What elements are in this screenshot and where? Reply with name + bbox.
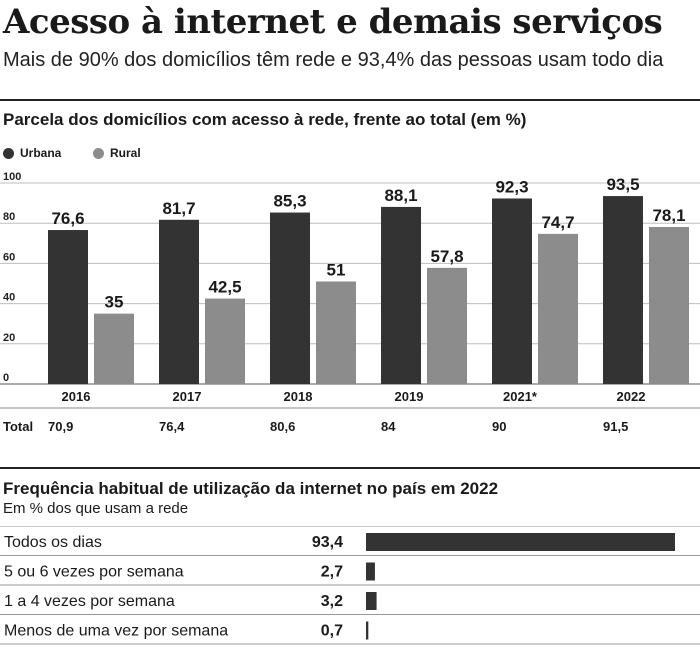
hbar (366, 621, 369, 640)
bar-urbana (492, 198, 532, 384)
chart-title-frequencia: Frequência habitual de utilização da int… (3, 479, 499, 498)
chart-title: Parcela dos domicílios com acesso à rede… (3, 110, 527, 129)
total-value: 90 (492, 419, 506, 434)
data-label-urbana: 76,6 (51, 209, 84, 228)
data-label-rural: 78,1 (652, 206, 685, 225)
row-value: 0,7 (321, 623, 343, 640)
page-subtitle: Mais de 90% dos domicílios têm rede e 93… (3, 49, 664, 71)
row-label: 5 ou 6 vezes por semana (4, 564, 184, 581)
bar-rural (94, 313, 134, 384)
legend-label-rural: Rural (110, 146, 141, 160)
hbar (366, 562, 375, 581)
data-label-rural: 57,8 (430, 247, 463, 266)
bar-urbana (270, 212, 310, 384)
bar-rural (427, 267, 467, 384)
legend-label-urbana: Urbana (20, 146, 62, 160)
bar-urbana (603, 196, 643, 384)
x-tick-label: 2019 (395, 389, 424, 404)
data-label-urbana: 81,7 (162, 199, 195, 218)
hbar (366, 533, 675, 551)
row-label: Todos os dias (4, 534, 102, 551)
total-value: 91,5 (603, 419, 628, 434)
total-value: 70,9 (48, 419, 73, 434)
section-divider (0, 99, 700, 101)
legend-item-rural: Rural (93, 146, 141, 160)
bar-rural (649, 227, 689, 384)
data-label-rural: 42,5 (208, 278, 241, 297)
data-label-rural: 74,7 (541, 213, 574, 232)
total-value: 76,4 (159, 419, 185, 434)
y-tick-label: 80 (3, 211, 15, 223)
total-value: 84 (381, 419, 396, 434)
bar-urbana (381, 206, 421, 384)
row-label: Menos de uma vez por semana (4, 623, 228, 640)
bar-chart-domicilios: 0 20 40 60 80 100 76,6 35 2016 70,9 81,7 42,5 2017 76… (0, 171, 700, 434)
section-divider (0, 467, 700, 469)
x-tick-label: 2018 (284, 389, 313, 404)
row-value: 3,2 (321, 593, 343, 610)
chart-subtitle-frequencia: Em % dos que usam a rede (3, 500, 189, 517)
page-title: Acesso à internet e demais serviços (3, 2, 663, 42)
bar-urbana (48, 230, 88, 384)
x-tick-label: 2022 (617, 389, 646, 404)
total-value: 80,6 (270, 419, 295, 434)
data-label-urbana: 88,1 (384, 186, 417, 205)
data-label-urbana: 85,3 (273, 192, 306, 211)
legend-item-urbana: Urbana (3, 146, 61, 160)
data-label-rural: 51 (327, 260, 346, 279)
row-value: 93,4 (312, 534, 343, 551)
bar-urbana (159, 219, 199, 384)
row-value: 2,7 (321, 564, 343, 581)
y-tick-label: 0 (3, 372, 9, 384)
bar-rural (205, 298, 245, 384)
legend-swatch-urbana (3, 147, 14, 159)
y-tick-label: 100 (3, 171, 21, 183)
total-label: Total (3, 419, 33, 434)
bar-rural (538, 233, 578, 384)
x-tick-label: 2021* (503, 389, 538, 404)
data-label-rural: 35 (105, 293, 124, 312)
data-label-urbana: 93,5 (606, 175, 639, 194)
data-label-urbana: 92,3 (495, 177, 528, 196)
x-tick-label: 2016 (62, 389, 91, 404)
y-tick-label: 20 (3, 332, 15, 344)
row-label: 1 a 4 vezes por semana (4, 593, 175, 610)
y-tick-label: 40 (3, 292, 15, 304)
hbar (366, 592, 377, 610)
bar-rural (316, 281, 356, 384)
legend-swatch-rural (93, 147, 104, 159)
x-tick-label: 2017 (173, 389, 202, 404)
hbar-chart-frequencia: Todos os dias 93,4 5 ou 6 vezes por semana… (0, 526, 700, 645)
y-tick-label: 60 (3, 251, 15, 263)
